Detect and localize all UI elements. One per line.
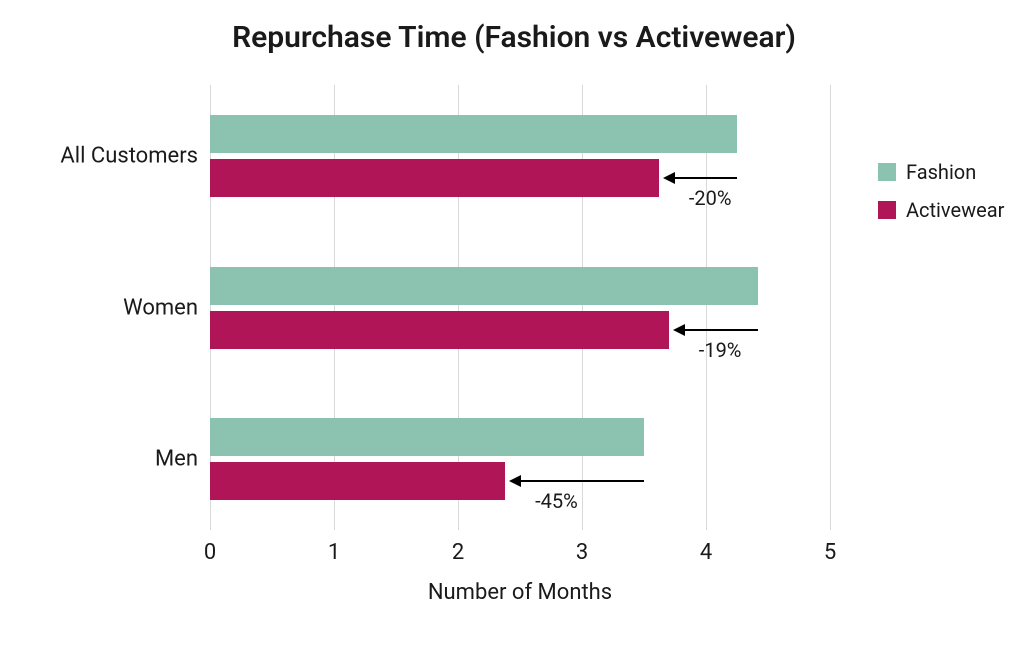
bar-fashion bbox=[210, 267, 758, 305]
change-label: -20% bbox=[689, 186, 732, 210]
change-label: -45% bbox=[535, 489, 578, 513]
change-label: -19% bbox=[699, 338, 742, 362]
bar-activewear bbox=[210, 462, 505, 500]
x-tick-label: 5 bbox=[824, 530, 836, 565]
bar-fashion bbox=[210, 418, 644, 456]
legend-item: Activewear bbox=[878, 198, 1004, 222]
legend-item: Fashion bbox=[878, 160, 1004, 184]
x-tick-label: 1 bbox=[328, 530, 340, 565]
grid-line bbox=[830, 85, 831, 530]
y-tick-label: Men bbox=[155, 446, 210, 471]
chart-container: Repurchase Time (Fashion vs Activewear) … bbox=[0, 0, 1028, 645]
x-tick-label: 2 bbox=[452, 530, 464, 565]
legend-label: Fashion bbox=[906, 160, 976, 184]
x-tick-label: 3 bbox=[576, 530, 588, 565]
legend-label: Activewear bbox=[906, 198, 1004, 222]
bar-activewear bbox=[210, 311, 669, 349]
plot-area: 012345All Customers-20%Women-19%Men-45% bbox=[210, 85, 830, 530]
legend-swatch bbox=[878, 163, 896, 181]
bar-activewear bbox=[210, 159, 659, 197]
x-tick-label: 4 bbox=[700, 530, 712, 565]
y-tick-label: Women bbox=[123, 295, 210, 320]
y-tick-label: All Customers bbox=[60, 144, 210, 169]
bar-fashion bbox=[210, 115, 737, 153]
legend-swatch bbox=[878, 201, 896, 219]
legend: Fashion Activewear bbox=[878, 160, 1004, 236]
x-axis-title: Number of Months bbox=[210, 580, 830, 605]
chart-title: Repurchase Time (Fashion vs Activewear) bbox=[0, 20, 1028, 55]
x-tick-label: 0 bbox=[204, 530, 216, 565]
